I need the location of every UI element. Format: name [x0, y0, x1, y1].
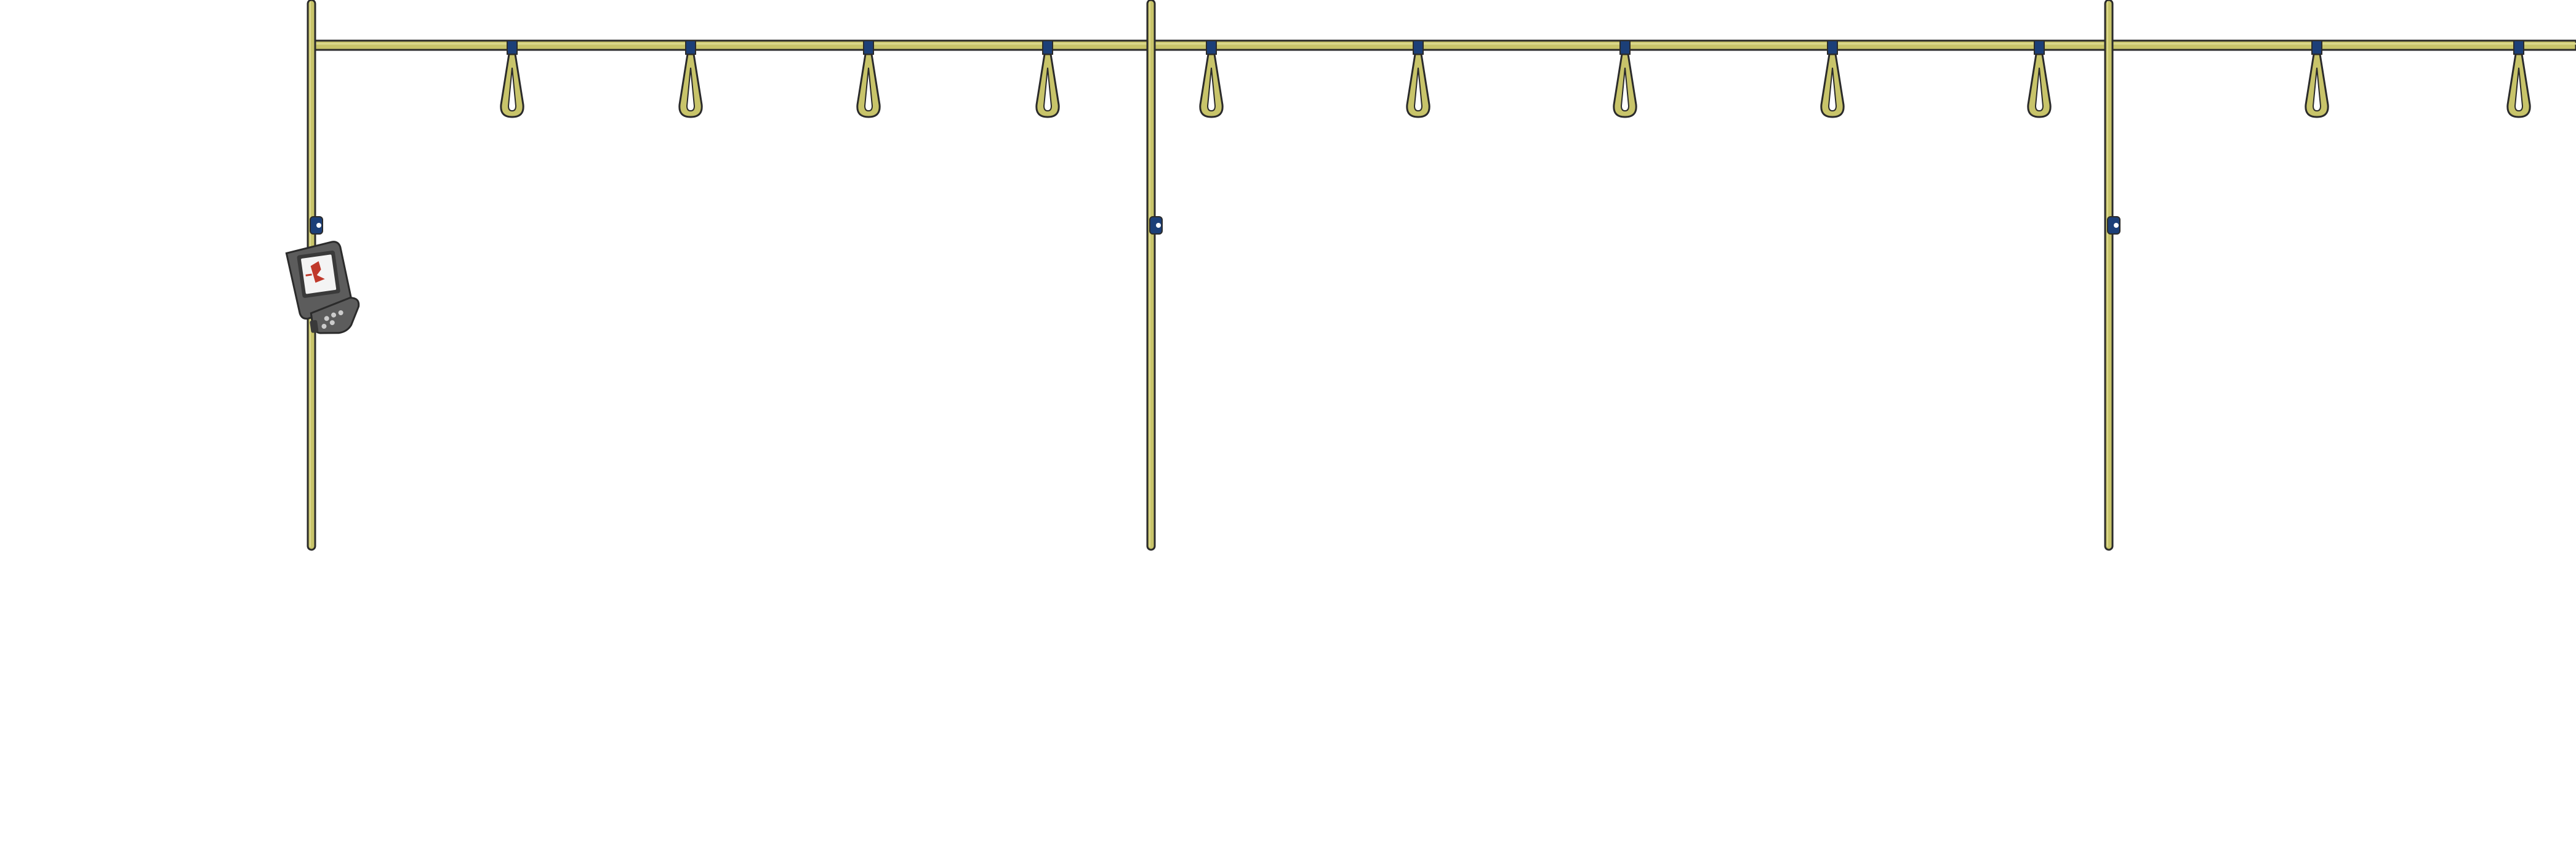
strap-hole [1043, 67, 1053, 112]
hand-strap [2305, 40, 2329, 118]
strap-clip [1042, 40, 1053, 55]
hand-straps [500, 40, 2531, 118]
hand-strap [2506, 40, 2531, 118]
strap-hole [2312, 67, 2322, 112]
strap-clip [2034, 40, 2045, 55]
strap-hole [864, 67, 873, 112]
strap-clip [1827, 40, 1838, 55]
hand-strap [1613, 40, 1637, 118]
pole-clip-1 [310, 216, 323, 235]
strap-hole [1620, 67, 1630, 112]
hand-strap [1820, 40, 1845, 118]
vertical-pole-2 [1146, 0, 1156, 551]
strap-hole [1413, 67, 1423, 112]
strap-hole [1828, 67, 1837, 112]
strap-hole [2034, 67, 2044, 112]
strap-clip [2513, 40, 2524, 55]
card-reader-icon [285, 241, 360, 334]
strap-hole [1206, 67, 1216, 112]
strap-hole [686, 67, 696, 112]
strap-clip [507, 40, 518, 55]
hand-strap [1199, 40, 1224, 118]
overhead-rail [310, 39, 2576, 51]
hand-strap [1035, 40, 1060, 118]
hand-strap [2027, 40, 2052, 118]
strap-clip [1413, 40, 1424, 55]
pole-clip-2 [1149, 216, 1163, 235]
strap-clip [2311, 40, 2322, 55]
hand-strap [1406, 40, 1430, 118]
hand-strap [856, 40, 881, 118]
pole-clip-3 [2107, 216, 2121, 235]
strap-hole [507, 67, 517, 112]
strap-hole [2514, 67, 2524, 112]
hand-strap [678, 40, 703, 118]
hand-strap [500, 40, 524, 118]
strap-clip [1206, 40, 1217, 55]
strap-clip [685, 40, 696, 55]
strap-clip [863, 40, 874, 55]
strap-clip [1619, 40, 1631, 55]
vertical-pole-3 [2104, 0, 2114, 551]
